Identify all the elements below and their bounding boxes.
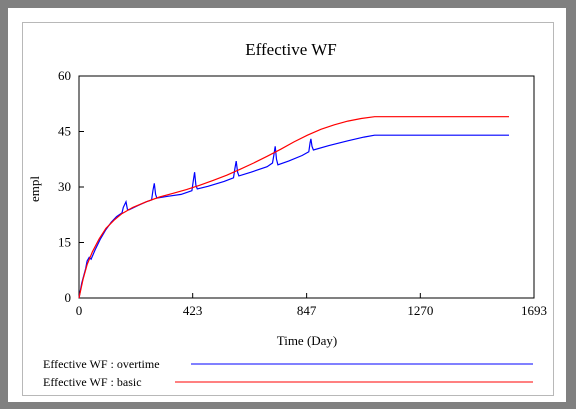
y-tick-label: 60	[58, 68, 71, 83]
x-tick-label: 1693	[521, 303, 547, 318]
x-tick-label: 1270	[407, 303, 433, 318]
series-line-overtime	[78, 134, 509, 299]
plot-area	[78, 75, 535, 299]
x-tick-label: 423	[183, 303, 203, 318]
y-tick-label: 0	[65, 290, 72, 305]
series-lines	[78, 116, 509, 299]
chart-title: Effective WF	[245, 40, 336, 59]
bottom-strip	[14, 396, 564, 402]
x-axis-label: Time (Day)	[277, 333, 338, 348]
legend-label-basic: Effective WF : basic	[43, 375, 142, 389]
chart-panel: Effective WF empl Time (Day) 0 423 847 1270…	[22, 22, 554, 396]
y-tick-label: 45	[58, 124, 71, 139]
x-tick-label: 847	[297, 303, 317, 318]
axis-ticks: 0 423 847 1270 1693 0 15 30 45 60	[58, 68, 547, 318]
y-tick-label: 30	[58, 179, 71, 194]
series-line-basic	[78, 116, 509, 299]
x-tick-label: 0	[76, 303, 83, 318]
chart-svg: Effective WF empl Time (Day) 0 423 847 1270…	[27, 40, 547, 389]
y-tick-label: 15	[58, 235, 71, 250]
legend: Effective WF : overtime Effective WF : b…	[43, 357, 533, 389]
y-axis-label: empl	[27, 176, 42, 202]
legend-label-overtime: Effective WF : overtime	[43, 357, 160, 371]
